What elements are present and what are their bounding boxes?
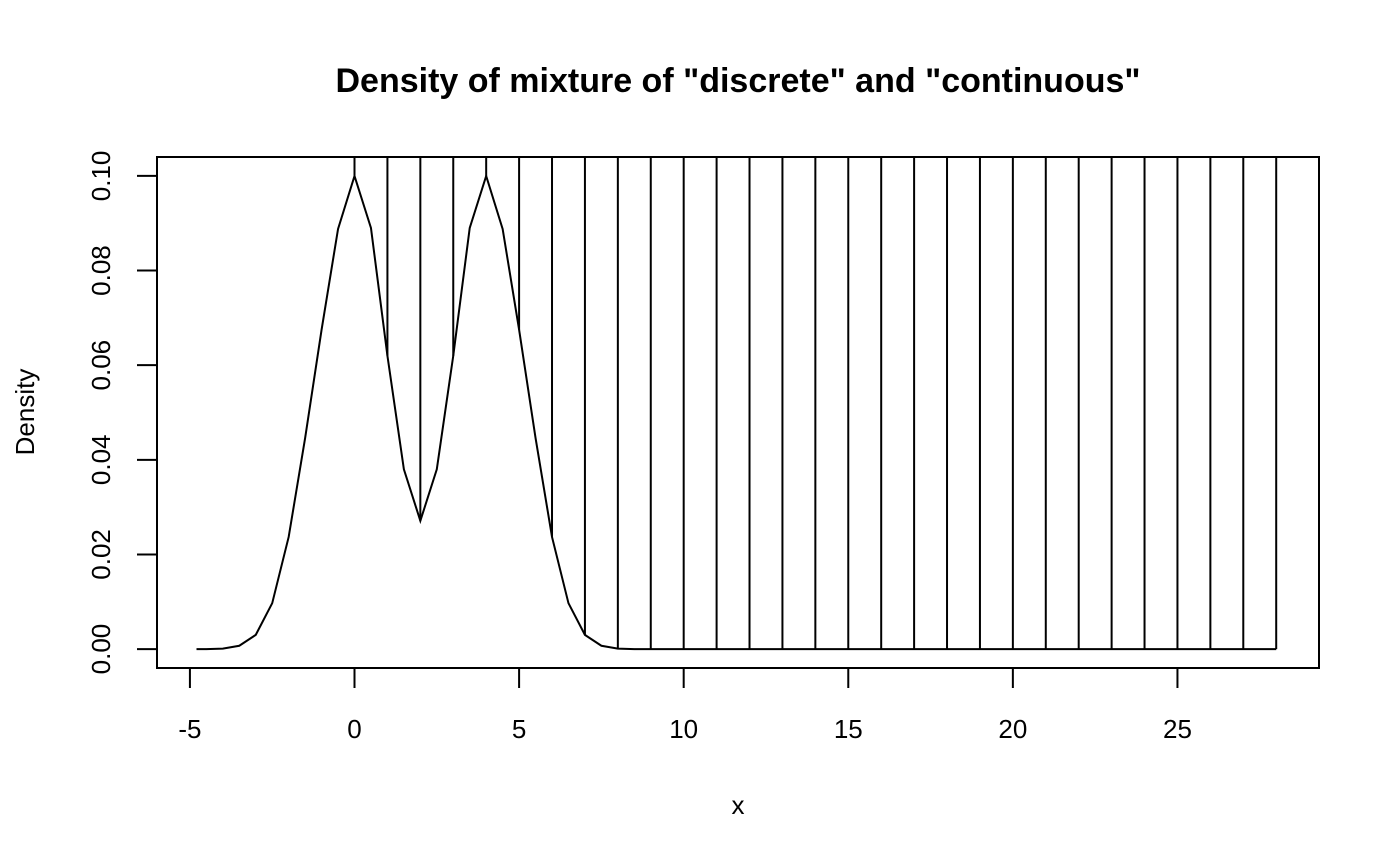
x-tick-label: 10 [669,714,698,744]
density-curve [196,172,1277,651]
y-tick-label: 0.00 [86,624,116,675]
x-tick-label: -5 [178,714,201,744]
x-tick-label: 15 [834,714,863,744]
x-axis-label: x [732,790,745,820]
y-axis-label: Density [10,369,40,456]
plot-area [196,157,1278,651]
y-tick-label: 0.04 [86,435,116,486]
x-tick-label: 0 [347,714,361,744]
x-tick-label: 5 [512,714,526,744]
y-tick-label: 0.10 [86,151,116,202]
y-tick-label: 0.06 [86,340,116,391]
x-axis: -5 0 5 10 15 20 25 [178,667,1192,744]
x-tick-label: 20 [998,714,1027,744]
chart-title: Density of mixture of "discrete" and "co… [335,62,1140,100]
y-tick-label: 0.08 [86,245,116,296]
y-tick-label: 0.02 [86,529,116,580]
x-tick-label: 25 [1163,714,1192,744]
y-axis: 0.00 0.02 0.04 0.06 0.08 0.10 [86,151,158,675]
